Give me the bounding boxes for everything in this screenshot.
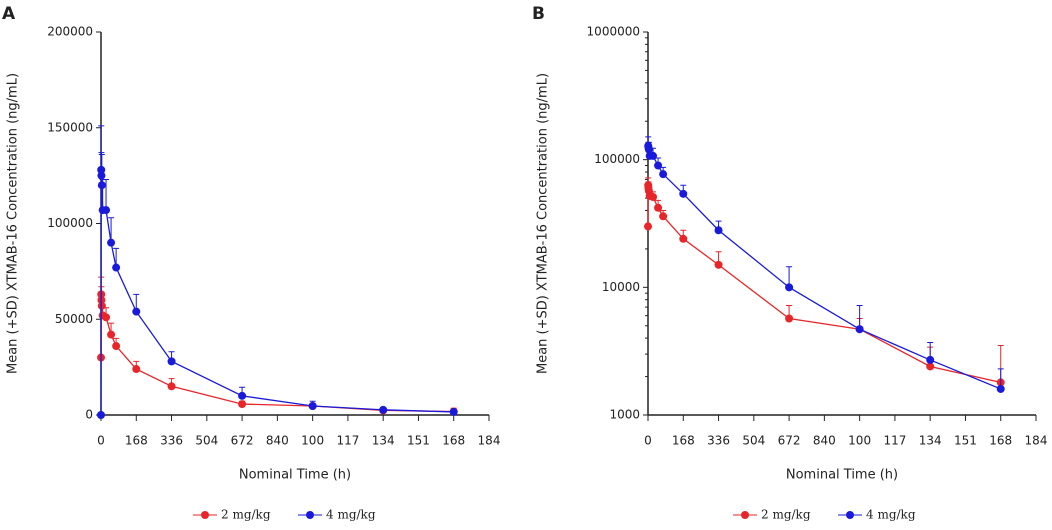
y-tick-label: 50000 xyxy=(55,312,93,326)
data-point xyxy=(308,401,317,410)
data-point xyxy=(644,145,653,154)
data-point xyxy=(238,400,247,409)
legend-label: 4 mg/kg xyxy=(866,508,916,522)
x-tick-label: 168 xyxy=(989,434,1012,448)
x-tick-label: 168 xyxy=(442,434,465,448)
x-tick-label: 184 xyxy=(1025,434,1048,448)
data-point xyxy=(102,313,111,322)
data-point xyxy=(649,151,658,160)
data-point xyxy=(238,391,247,400)
x-tick-label: 100 xyxy=(848,434,871,448)
y-tick-label: 150000 xyxy=(47,120,93,134)
y-tick-label: 200000 xyxy=(47,25,93,39)
x-tick-label: 672 xyxy=(231,434,254,448)
data-point xyxy=(714,226,723,235)
legend-marker xyxy=(306,511,314,519)
data-point xyxy=(926,355,935,364)
x-axis-label: Nominal Time (h) xyxy=(786,468,898,483)
y-axis-label: Mean (+SD) XTMAB-16 Concentration (ng/mL… xyxy=(536,73,551,374)
data-point xyxy=(785,314,794,323)
error-bar xyxy=(108,217,115,243)
data-point xyxy=(132,307,141,316)
x-tick-label: 168 xyxy=(672,434,695,448)
data-point xyxy=(649,193,658,202)
x-tick-label: 0 xyxy=(97,434,105,448)
data-point xyxy=(379,405,388,414)
data-point xyxy=(112,263,121,272)
y-tick-label: 1000000 xyxy=(587,25,640,39)
data-point xyxy=(679,234,688,243)
data-point xyxy=(654,203,663,212)
data-point xyxy=(926,362,935,371)
x-tick-label: 184 xyxy=(478,434,501,448)
legend-marker xyxy=(741,511,749,519)
x-tick-label: 336 xyxy=(160,434,183,448)
x-tick-label: 336 xyxy=(707,434,730,448)
x-tick-label: 151 xyxy=(407,434,430,448)
legend-label: 2 mg/kg xyxy=(221,508,271,522)
panel-label: A xyxy=(2,4,16,24)
data-point xyxy=(855,325,864,334)
legend-marker xyxy=(846,511,854,519)
data-point xyxy=(659,170,668,179)
x-tick-label: 504 xyxy=(742,434,765,448)
data-point xyxy=(97,411,105,419)
x-tick-label: 504 xyxy=(195,434,218,448)
legend-label: 4 mg/kg xyxy=(326,508,376,522)
data-point xyxy=(654,161,663,170)
panel-label: B xyxy=(532,4,545,24)
y-tick-label: 100000 xyxy=(594,152,640,166)
data-point xyxy=(785,283,794,292)
x-tick-label: 672 xyxy=(778,434,801,448)
x-tick-label: 168 xyxy=(125,434,148,448)
data-point xyxy=(112,342,121,351)
data-point xyxy=(659,212,668,221)
legend-marker xyxy=(201,511,209,519)
x-tick-label: 840 xyxy=(813,434,836,448)
data-point xyxy=(167,357,176,366)
y-tick-label: 100000 xyxy=(47,216,93,230)
x-tick-label: 0 xyxy=(644,434,652,448)
x-tick-label: 840 xyxy=(266,434,289,448)
x-tick-label: 117 xyxy=(336,434,359,448)
error-bar xyxy=(103,178,110,211)
legend-label: 2 mg/kg xyxy=(761,508,811,522)
data-point xyxy=(167,382,176,391)
y-axis-label: Mean (+SD) XTMAB-16 Concentration (ng/mL… xyxy=(6,73,21,374)
x-tick-label: 134 xyxy=(372,434,395,448)
y-tick-label: 10000 xyxy=(602,280,640,294)
x-tick-label: 100 xyxy=(301,434,324,448)
x-tick-label: 134 xyxy=(919,434,942,448)
error-bar xyxy=(98,154,105,186)
data-point xyxy=(107,238,116,247)
data-point xyxy=(679,189,688,198)
x-tick-label: 117 xyxy=(883,434,906,448)
series-line xyxy=(100,294,454,413)
data-point xyxy=(97,181,106,190)
data-point xyxy=(132,365,141,374)
data-point xyxy=(449,407,458,416)
data-point xyxy=(714,260,723,269)
series-line xyxy=(647,145,1001,390)
y-tick-label: 1000 xyxy=(609,408,640,422)
data-point xyxy=(996,384,1005,393)
x-tick-label: 151 xyxy=(954,434,977,448)
data-point xyxy=(644,222,652,231)
series-line xyxy=(647,185,1001,384)
y-tick-label: 0 xyxy=(85,408,93,422)
x-axis-label: Nominal Time (h) xyxy=(239,468,351,483)
data-point xyxy=(107,330,116,339)
data-point xyxy=(102,206,111,215)
